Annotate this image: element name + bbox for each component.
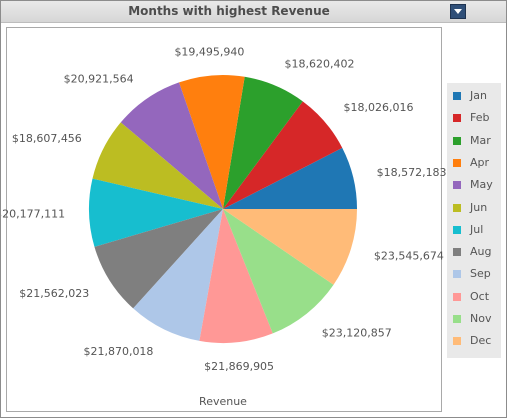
legend-item-feb[interactable]: Feb [447, 108, 501, 128]
legend-label: Jun [470, 200, 488, 214]
legend-item-jan[interactable]: Jan [447, 86, 501, 106]
data-label-feb: $18,026,016 [343, 101, 413, 114]
legend-item-jun[interactable]: Jun [447, 198, 501, 218]
legend-swatch [453, 203, 461, 212]
legend-label: Feb [470, 111, 490, 125]
legend-swatch [453, 270, 461, 279]
data-label-jul: $20,177,111 [1, 208, 65, 221]
legend-swatch [453, 114, 461, 123]
data-label-jun: $18,607,456 [12, 132, 82, 145]
pie-slice-dec[interactable] [223, 209, 357, 285]
legend: Jan Feb Mar Apr May Jun Jul Aug Sep Oct Nov Dec [447, 83, 501, 358]
data-label-mar: $18,620,402 [285, 57, 355, 70]
legend-item-oct[interactable]: Oct [447, 287, 501, 307]
legend-item-dec[interactable]: Dec [447, 331, 501, 351]
data-label-jan: $18,572,183 [377, 166, 447, 179]
data-label-dec: $23,545,674 [374, 250, 444, 263]
legend-label: Sep [470, 267, 491, 281]
pie-slice-jan[interactable] [223, 147, 357, 209]
legend-swatch [453, 225, 461, 234]
pie-slice-feb[interactable] [223, 101, 343, 209]
data-label-aug: $21,562,023 [19, 287, 89, 300]
legend-label: Nov [470, 312, 492, 325]
pie-slice-sep[interactable] [133, 209, 223, 341]
legend-label: May [470, 178, 493, 192]
pie-slice-aug[interactable] [94, 209, 223, 309]
data-label-nov: $23,120,857 [322, 326, 392, 339]
pie-slice-may[interactable] [120, 82, 223, 209]
panel-header: Months with highest Revenue [1, 1, 506, 23]
legend-item-apr[interactable]: Apr [447, 153, 501, 173]
legend-label: Oct [470, 289, 490, 303]
pie-slice-nov[interactable] [223, 209, 334, 334]
chevron-down-icon[interactable] [450, 4, 466, 19]
pie-slice-apr[interactable] [179, 74, 245, 209]
legend-swatch [453, 92, 461, 100]
legend-swatch [453, 158, 461, 167]
data-label-apr: $19,495,940 [174, 46, 244, 59]
legend-swatch [453, 181, 461, 190]
pie-slice-oct[interactable] [199, 209, 273, 343]
data-label-sep: $21,870,018 [83, 345, 153, 358]
legend-label: Jan [470, 89, 487, 102]
data-label-may: $20,921,564 [64, 73, 134, 86]
legend-label: Jul [470, 222, 484, 236]
legend-swatch [453, 136, 461, 145]
legend-swatch [453, 292, 461, 301]
legend-swatch [453, 337, 461, 346]
legend-swatch [453, 248, 461, 257]
x-axis-label: Revenue [199, 395, 247, 408]
pie-slice-mar[interactable] [223, 76, 303, 210]
legend-item-may[interactable]: May [447, 175, 501, 195]
pie-slice-jul[interactable] [88, 178, 223, 247]
legend-item-sep[interactable]: Sep [447, 264, 501, 284]
legend-label: Mar [470, 133, 491, 147]
legend-item-aug[interactable]: Aug [447, 242, 501, 262]
legend-item-mar[interactable]: Mar [447, 131, 501, 151]
legend-item-nov[interactable]: Nov [447, 309, 501, 329]
legend-swatch [453, 315, 461, 323]
legend-label: Aug [470, 245, 492, 259]
data-label-oct: $21,869,905 [204, 360, 274, 373]
legend-label: Apr [470, 155, 490, 169]
legend-item-jul[interactable]: Jul [447, 220, 501, 240]
chart-title: Months with highest Revenue [128, 4, 330, 18]
pie-slice-jun[interactable] [92, 122, 223, 209]
legend-label: Dec [470, 334, 492, 348]
